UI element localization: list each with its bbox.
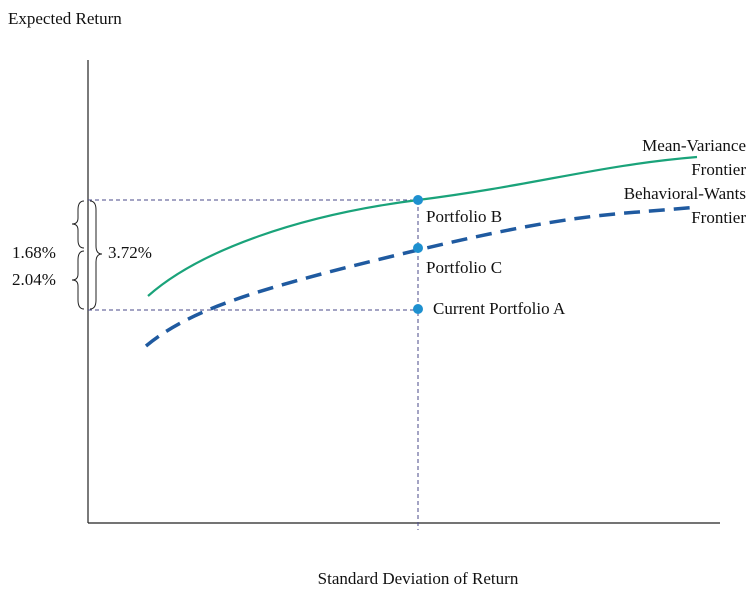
curve-label: Frontier — [691, 208, 746, 227]
curve-label: Frontier — [691, 160, 746, 179]
point-label: Portfolio C — [426, 258, 502, 277]
x-axis-label: Standard Deviation of Return — [318, 569, 519, 588]
annotation: 1.68% — [12, 243, 56, 262]
mean-variance-frontier — [147, 155, 698, 297]
point-label: Portfolio B — [426, 207, 502, 226]
point — [413, 243, 423, 253]
point-label: Current Portfolio A — [433, 299, 566, 318]
brace — [71, 250, 85, 310]
brace — [89, 200, 103, 310]
annotation: 2.04% — [12, 270, 56, 289]
brace — [71, 200, 85, 249]
behavioral-frontier — [144, 205, 698, 348]
point — [413, 304, 423, 314]
curve-label: Mean-Variance — [642, 136, 746, 155]
curve-label: Behavioral-Wants — [624, 184, 746, 203]
annotation: 3.72% — [108, 243, 152, 262]
y-axis-label: Expected Return — [8, 9, 122, 28]
point — [413, 195, 423, 205]
